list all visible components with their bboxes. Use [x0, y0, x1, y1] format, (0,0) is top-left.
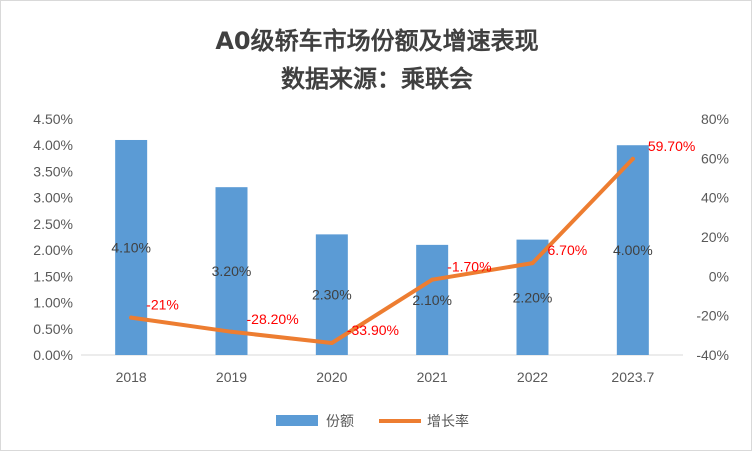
y-right-tick-label: -20%	[696, 308, 729, 324]
bar	[516, 239, 549, 355]
legend-swatch-bar	[276, 415, 318, 426]
y-right-tick-label: 40%	[701, 190, 729, 206]
line-point	[129, 315, 134, 320]
line-data-label: -21%	[146, 297, 179, 313]
line-data-label: -33.90%	[347, 322, 399, 338]
legend-label-bar: 份额	[326, 413, 354, 429]
y-left-tick-label: 4.00%	[33, 137, 73, 153]
y-left-tick-label: 2.50%	[33, 216, 73, 232]
bar-data-label: 3.20%	[212, 263, 252, 279]
y-right-tick-label: -40%	[696, 347, 729, 363]
bar	[416, 244, 449, 355]
x-tick-label: 2019	[216, 369, 247, 385]
line-point	[229, 329, 234, 334]
y-right-tick-label: 80%	[701, 111, 729, 127]
line-data-label: 6.70%	[548, 242, 588, 258]
bar-data-label: 2.20%	[513, 289, 553, 305]
x-tick-label: 2020	[316, 369, 347, 385]
y-left-tick-label: 1.50%	[33, 268, 73, 284]
y-right-tick-label: 20%	[701, 229, 729, 245]
line-point	[530, 261, 535, 266]
bar-data-label: 4.00%	[613, 242, 653, 258]
y-right-tick-label: 60%	[701, 150, 729, 166]
legend-label-line: 增长率	[427, 413, 469, 429]
y-left-tick-label: 0.50%	[33, 321, 73, 337]
x-tick-label: 2022	[517, 369, 548, 385]
y-left-tick-label: 3.50%	[33, 163, 73, 179]
bar	[215, 187, 248, 355]
x-tick-label: 2018	[116, 369, 147, 385]
line-point	[430, 277, 435, 282]
y-left-tick-label: 1.00%	[33, 295, 73, 311]
chart-title: A0级轿车市场份额及增速表现	[215, 27, 539, 55]
line-data-label: -1.70%	[447, 259, 491, 275]
x-tick-label: 2021	[417, 369, 448, 385]
y-left-tick-label: 2.00%	[33, 242, 73, 258]
bar-data-label: 4.10%	[111, 239, 151, 255]
x-tick-label: 2023.7	[611, 369, 654, 385]
bar	[616, 145, 649, 355]
y-left-tick-label: 3.00%	[33, 190, 73, 206]
bar-data-label: 2.30%	[312, 287, 352, 303]
y-right-tick-label: 0%	[709, 268, 729, 284]
line-point	[630, 156, 635, 161]
chart-subtitle: 数据来源：乘联会	[281, 65, 473, 93]
y-left-tick-label: 4.50%	[33, 111, 73, 127]
y-left-tick-label: 0.00%	[33, 347, 73, 363]
bar-data-label: 2.10%	[412, 292, 452, 308]
line-data-label: 59.70%	[648, 138, 695, 154]
growth-line	[129, 156, 635, 346]
line-data-label: -28.20%	[247, 311, 299, 327]
line-point	[329, 341, 334, 346]
